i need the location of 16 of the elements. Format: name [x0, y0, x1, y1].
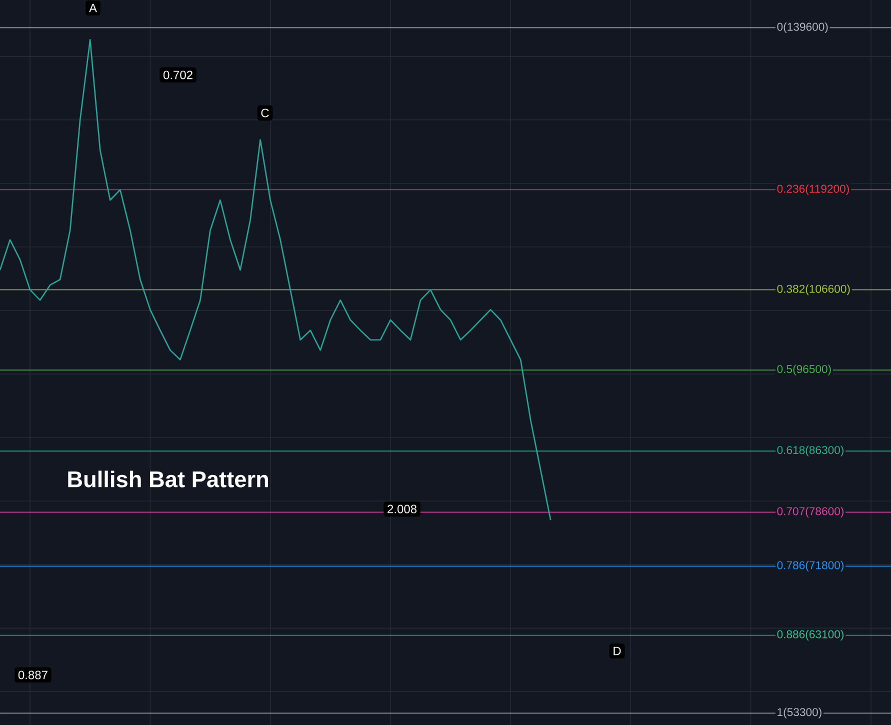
ref-line-label: 1(53300)	[778, 708, 822, 718]
ref-line-label: 0.618(86300)	[777, 446, 844, 456]
annotation: D	[614, 646, 621, 656]
ref-line-label: 0(139600)	[777, 22, 828, 34]
ref-line-label: 0.236(119200)	[777, 184, 849, 196]
annotation: Bullish Bat Pattern	[68, 470, 268, 488]
annotation: 0.887	[18, 670, 48, 680]
annotation: A	[89, 4, 98, 12]
ref-line-label: 0.786(71800)	[777, 560, 844, 572]
annotation: 2.008	[388, 504, 417, 514]
ref-line-label: 0.707(78600)	[777, 506, 844, 518]
ref-line-label: 0.886(63100)	[777, 630, 844, 641]
ref-line-label: 0.5(96500)	[777, 364, 831, 376]
annotation: 0.702	[163, 70, 192, 80]
ref-line-label: 0.382(106600)	[777, 284, 850, 296]
annotation: C	[261, 108, 269, 118]
